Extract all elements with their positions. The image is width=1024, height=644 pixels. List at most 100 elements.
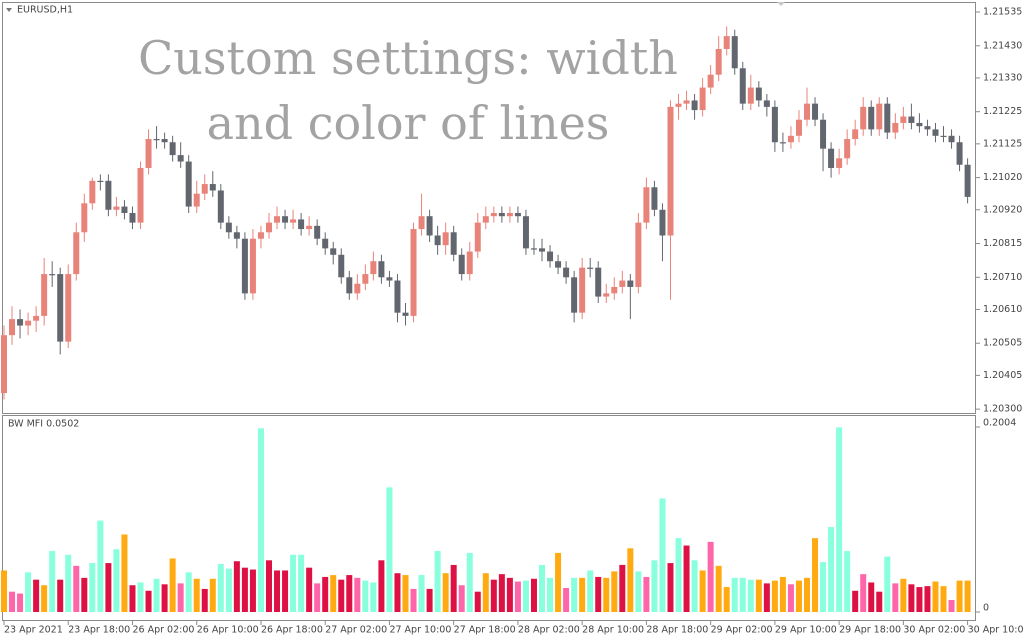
candle-body [145, 139, 152, 168]
candle-body [434, 235, 441, 246]
bar [193, 578, 200, 612]
bar [137, 582, 144, 612]
candle-body [812, 103, 819, 120]
bar [386, 487, 393, 612]
bar [362, 580, 369, 612]
bar [338, 579, 345, 612]
candle-body [153, 139, 160, 141]
bar [466, 552, 473, 612]
x-tick-label: 27 Apr 10:00 [389, 625, 451, 636]
bar [306, 567, 313, 612]
indicator-title: BW MFI 0.0502 [8, 419, 79, 430]
bar [185, 572, 192, 612]
candle-body [137, 167, 144, 223]
bar [860, 574, 867, 612]
candle-body [659, 209, 666, 236]
bar [795, 580, 802, 612]
bar [964, 580, 971, 612]
candle-body [747, 87, 754, 104]
candle-body [522, 216, 529, 249]
bar [153, 578, 160, 612]
candle-body [940, 135, 947, 138]
bar [442, 573, 449, 612]
bar [145, 590, 152, 612]
candle-body [924, 126, 931, 130]
candle-body [683, 100, 690, 104]
bar [49, 551, 56, 612]
bar [233, 561, 240, 612]
candle-body [595, 267, 602, 297]
y-tick-label: 1.21330 [983, 72, 1022, 83]
y-tick-label: 1.20815 [983, 238, 1022, 249]
candle-body [225, 222, 232, 233]
candle-body [25, 320, 32, 326]
bar [530, 578, 537, 612]
candle-body [611, 286, 618, 294]
candle-body [635, 222, 642, 287]
bar [498, 574, 505, 612]
candle-body [410, 229, 417, 316]
candle-body [844, 139, 851, 159]
bar [763, 583, 770, 612]
candle-body [916, 122, 923, 127]
bar [667, 563, 674, 612]
bar [330, 575, 337, 612]
y-tick-label: 1.21020 [983, 172, 1022, 183]
bar [73, 565, 80, 612]
candle-body [691, 100, 698, 111]
candle-body [177, 155, 184, 162]
candle-body [755, 87, 762, 101]
bar [354, 577, 361, 612]
y-tick-label: 1.20710 [983, 272, 1022, 283]
candle-body [257, 232, 264, 239]
bar [450, 564, 457, 612]
bar [595, 576, 602, 612]
bar [820, 562, 827, 612]
candle-body [804, 103, 810, 120]
bar [322, 576, 329, 612]
candle-body [699, 87, 706, 111]
bar [41, 585, 48, 612]
candle-body [707, 74, 714, 88]
bar [282, 570, 289, 612]
bar [587, 570, 594, 612]
candle-body [241, 238, 248, 294]
candle-body [105, 180, 112, 210]
price-pane [2, 2, 976, 414]
bar [314, 583, 321, 612]
candle-body [330, 248, 337, 255]
bar [627, 548, 634, 612]
bar [129, 585, 136, 612]
bar [555, 552, 562, 612]
x-tick-label: 29 Apr 18:00 [839, 625, 901, 636]
candle-body [185, 161, 192, 207]
candle-body [274, 216, 281, 223]
candle-body [892, 122, 899, 133]
bar [290, 554, 297, 612]
y-tick-label: 0.2004 [983, 418, 1016, 429]
x-tick-label: 27 Apr 18:00 [454, 625, 516, 636]
bar [9, 591, 16, 612]
bar [177, 583, 184, 612]
menu-arrow[interactable] [6, 8, 12, 12]
candle-body [514, 212, 521, 217]
indicator-pane [2, 415, 976, 621]
candle-body [860, 106, 867, 130]
bar [274, 570, 281, 612]
candle-body [498, 212, 505, 217]
candle-body [723, 36, 730, 49]
bar [418, 575, 425, 612]
bar [522, 580, 529, 612]
candle-body [338, 254, 345, 278]
bar [876, 591, 883, 612]
candle-body [97, 180, 104, 183]
candle-body [265, 222, 272, 233]
candle-body [466, 251, 473, 275]
bar [201, 588, 208, 612]
x-tick-label: 23 Apr 2021 [4, 625, 63, 636]
candle-body [884, 103, 891, 133]
bar [603, 577, 610, 612]
bar [249, 569, 256, 612]
candle-body [787, 135, 794, 143]
